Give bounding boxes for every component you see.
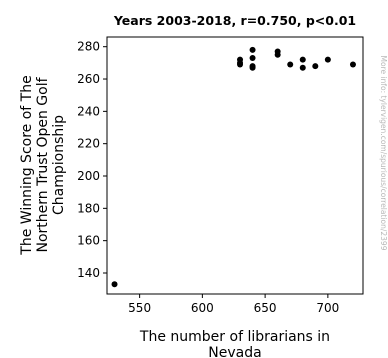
data-point — [274, 51, 281, 58]
y-axis-label-line-2: Northern Trust Open Golf — [35, 76, 51, 252]
data-point — [249, 64, 256, 71]
data-point — [312, 63, 319, 70]
x-tick-label: 700 — [316, 301, 339, 315]
y-axis-label: The Winning Score of The Northern Trust … — [19, 75, 67, 255]
data-points — [111, 46, 356, 288]
plot-area — [106, 36, 364, 295]
x-axis-label-line-1: The number of librarians in — [139, 329, 330, 345]
chart-title: Years 2003-2018, r=0.750, p<0.01 — [113, 13, 356, 28]
x-axis-ticks: 550 600 650 700 — [128, 294, 339, 315]
data-point — [111, 281, 118, 288]
data-point — [299, 64, 306, 71]
source-note-text: More info: tylervigen.com/spurious/corre… — [379, 56, 388, 251]
x-tick-label: 550 — [128, 301, 151, 315]
source-note: More info: tylervigen.com/spurious/corre… — [379, 56, 388, 251]
data-point — [249, 55, 256, 62]
data-point — [349, 61, 356, 68]
x-axis-label-line-2: Nevada — [208, 345, 261, 358]
y-tick-label: 220 — [77, 137, 100, 151]
y-tick-label: 260 — [77, 72, 100, 86]
x-tick-label: 600 — [191, 301, 214, 315]
y-tick-label: 240 — [77, 104, 100, 118]
y-axis-label-line-3: Championship — [51, 115, 67, 215]
y-tick-label: 140 — [77, 266, 100, 280]
y-axis-ticks: 140 160 180 200 220 240 260 280 — [77, 40, 107, 280]
data-point — [324, 56, 331, 63]
y-tick-label: 200 — [77, 169, 100, 183]
data-point — [287, 61, 294, 68]
data-point — [299, 56, 306, 63]
data-point — [237, 61, 244, 68]
y-tick-label: 180 — [77, 201, 100, 215]
x-tick-label: 650 — [254, 301, 277, 315]
data-point — [249, 46, 256, 53]
y-axis-label-line-1: The Winning Score of The — [19, 75, 35, 255]
y-tick-label: 280 — [77, 40, 100, 54]
y-tick-label: 160 — [77, 234, 100, 248]
